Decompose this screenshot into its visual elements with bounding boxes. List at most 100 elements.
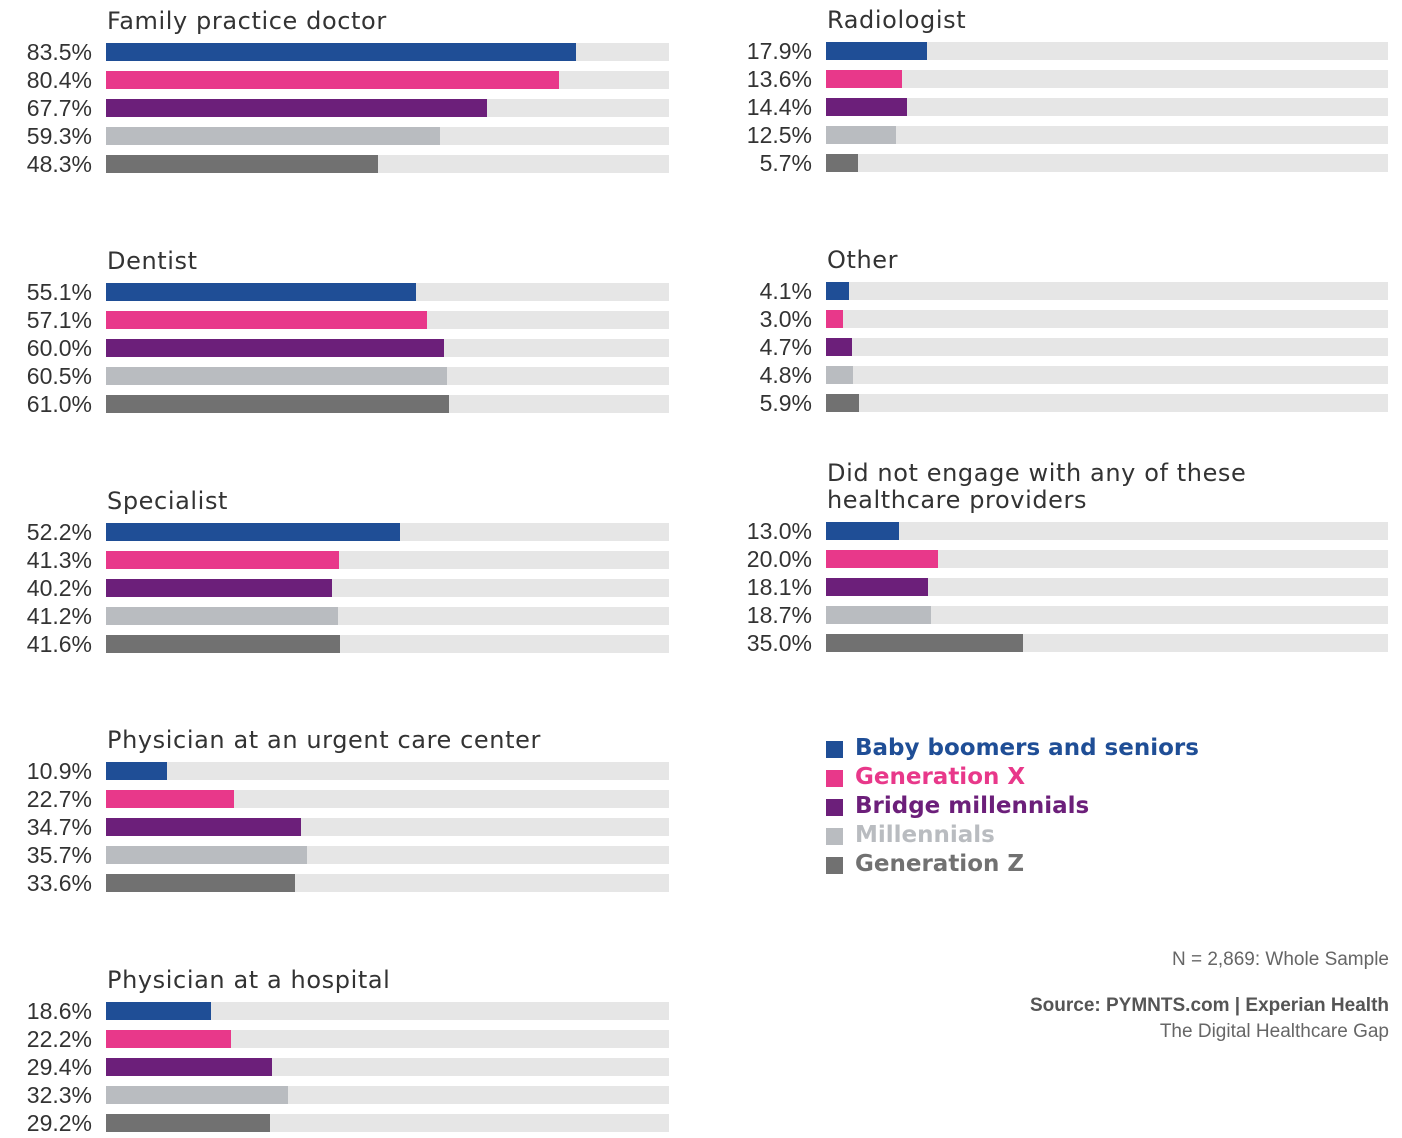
bar-row: 55.1% <box>0 278 680 306</box>
bar-row: 29.2% <box>0 1109 680 1137</box>
bar <box>106 1002 211 1020</box>
panel-title: Did not engage with any of these healthc… <box>827 459 1247 514</box>
source-note: Source: PYMNTS.com | Experian Health <box>1029 995 1389 1016</box>
bar-row: 67.7% <box>0 94 680 122</box>
bar-row: 80.4% <box>0 66 680 94</box>
bar-row: 4.8% <box>720 361 1400 389</box>
bar-row: 33.6% <box>0 869 680 897</box>
value-label: 67.7% <box>26 95 92 121</box>
bar-track <box>106 1086 669 1104</box>
value-label: 29.2% <box>26 1110 92 1136</box>
bar <box>106 311 428 329</box>
bar <box>106 367 447 385</box>
value-label: 40.2% <box>26 575 92 601</box>
bar <box>106 523 400 541</box>
bar-row: 32.3% <box>0 1081 680 1109</box>
bar <box>826 394 860 412</box>
value-label: 13.6% <box>746 66 812 92</box>
bar-row: 60.0% <box>0 334 680 362</box>
bar-row: 60.5% <box>0 362 680 390</box>
bar-track <box>106 283 669 301</box>
bar-track <box>106 367 669 385</box>
value-label: 32.3% <box>26 1082 92 1108</box>
panel-title: Dentist <box>107 247 198 275</box>
legend-label: Generation X <box>855 764 1026 790</box>
value-label: 14.4% <box>746 94 812 120</box>
bar-row: 83.5% <box>0 38 680 66</box>
legend-swatch <box>826 770 843 787</box>
bar-row: 5.7% <box>720 149 1400 177</box>
bar-row: 41.6% <box>0 630 680 658</box>
bar <box>106 790 234 808</box>
bar-track <box>826 310 1388 328</box>
value-label: 5.7% <box>759 150 812 176</box>
legend-swatch <box>826 828 843 845</box>
bar-row: 13.6% <box>720 65 1400 93</box>
value-label: 83.5% <box>26 39 92 65</box>
legend-label: Baby boomers and seniors <box>855 735 1199 761</box>
bar-track <box>106 311 669 329</box>
bar <box>106 846 307 864</box>
bar <box>826 42 927 60</box>
value-label: 41.6% <box>26 631 92 657</box>
bar <box>826 634 1023 652</box>
bar-row: 20.0% <box>720 545 1400 573</box>
bar-row: 13.0% <box>720 517 1400 545</box>
value-label: 18.6% <box>26 998 92 1024</box>
bar-track <box>106 99 669 117</box>
bar-row: 41.2% <box>0 602 680 630</box>
bar-track <box>106 579 669 597</box>
bar <box>106 607 338 625</box>
bar-row: 59.3% <box>0 122 680 150</box>
bar-row: 22.7% <box>0 785 680 813</box>
bar-row: 34.7% <box>0 813 680 841</box>
bar-track <box>826 42 1388 60</box>
value-label: 4.8% <box>759 362 812 388</box>
value-label: 35.7% <box>26 842 92 868</box>
bar-track <box>106 71 669 89</box>
bar <box>106 283 417 301</box>
bar-track <box>106 43 669 61</box>
value-label: 52.2% <box>26 519 92 545</box>
value-label: 12.5% <box>746 122 812 148</box>
bar-track <box>826 70 1388 88</box>
bar <box>826 522 900 540</box>
bar-track <box>826 338 1388 356</box>
bar <box>106 99 488 117</box>
bar-row: 48.3% <box>0 150 680 178</box>
bar-track <box>106 339 669 357</box>
bar-row: 35.7% <box>0 841 680 869</box>
legend-label: Generation Z <box>855 851 1025 877</box>
value-label: 34.7% <box>26 814 92 840</box>
bar-track <box>106 790 669 808</box>
bar-row: 18.1% <box>720 573 1400 601</box>
bar-track <box>106 818 669 836</box>
bar-track <box>826 550 1388 568</box>
bar <box>106 762 168 780</box>
bar-row: 18.7% <box>720 601 1400 629</box>
value-label: 22.2% <box>26 1026 92 1052</box>
bar-row: 52.2% <box>0 518 680 546</box>
value-label: 4.7% <box>759 334 812 360</box>
bar-row: 5.9% <box>720 389 1400 417</box>
bar <box>106 127 440 145</box>
bar-track <box>826 366 1388 384</box>
bar-row: 29.4% <box>0 1053 680 1081</box>
bar-row: 4.1% <box>720 277 1400 305</box>
bar <box>826 126 897 144</box>
bar <box>106 874 296 892</box>
bar <box>106 339 444 357</box>
value-label: 29.4% <box>26 1054 92 1080</box>
bar <box>826 310 843 328</box>
bar <box>106 579 333 597</box>
bar <box>106 635 341 653</box>
value-label: 3.0% <box>759 306 812 332</box>
panel-title: Specialist <box>107 487 229 515</box>
bar-row: 41.3% <box>0 546 680 574</box>
bar <box>106 43 577 61</box>
bar-track <box>106 127 669 145</box>
value-label: 41.2% <box>26 603 92 629</box>
bar <box>106 395 450 413</box>
value-label: 13.0% <box>746 518 812 544</box>
